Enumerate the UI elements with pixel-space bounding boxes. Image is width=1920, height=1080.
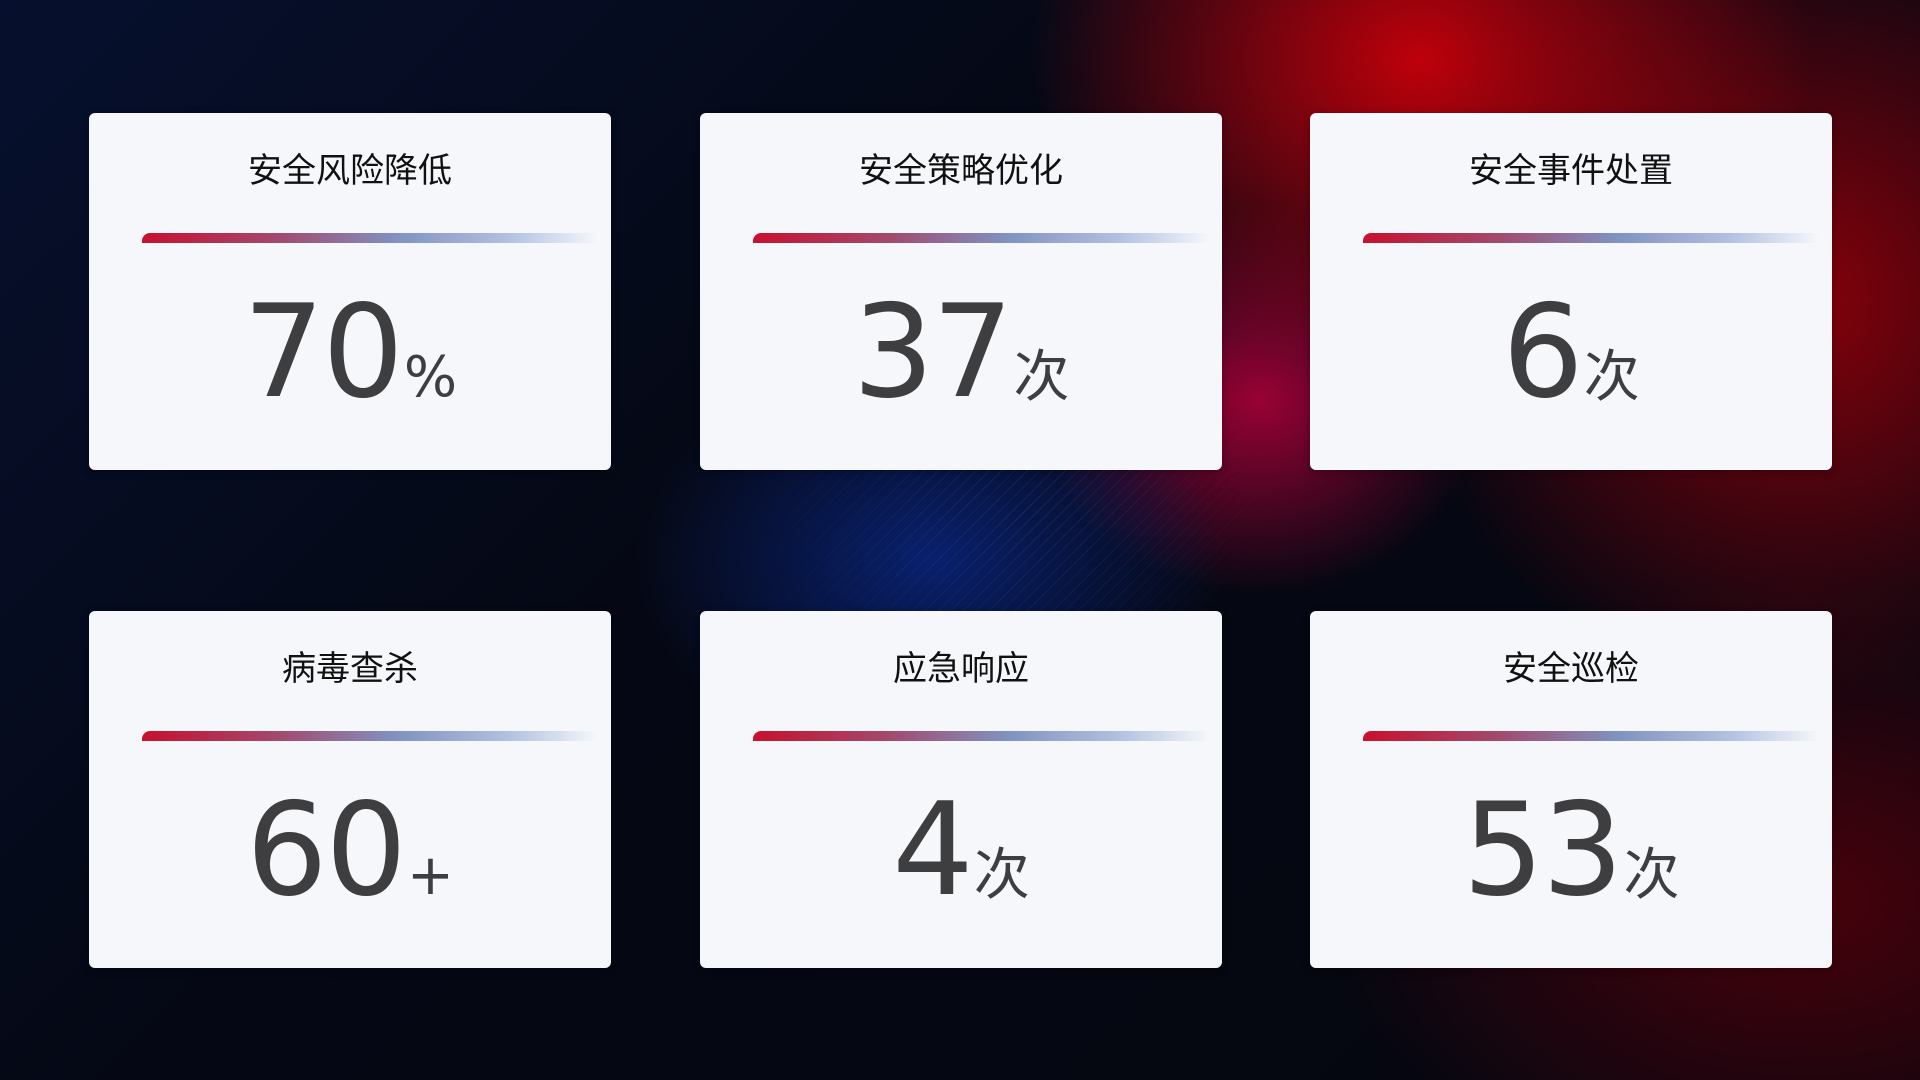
stat-card-virus-removal: 病毒查杀 60+ (89, 611, 611, 968)
card-divider (753, 731, 1209, 741)
value-unit: 次 (1013, 345, 1070, 410)
card-value: 37次 (700, 288, 1222, 418)
value-number: 53 (1462, 776, 1624, 925)
card-title: 安全事件处置 (1469, 151, 1673, 191)
stat-card-emergency-response: 应急响应 4次 (700, 611, 1222, 968)
card-title: 安全风险降低 (248, 151, 452, 191)
value-number: 6 (1502, 278, 1583, 427)
card-title: 病毒查杀 (282, 649, 418, 689)
stat-card-risk-reduction: 安全风险降低 70% (89, 113, 611, 470)
stat-card-incident-handling: 安全事件处置 6次 (1310, 113, 1832, 470)
value-number: 70 (242, 278, 404, 427)
value-unit: + (406, 843, 454, 908)
card-title: 应急响应 (893, 649, 1029, 689)
card-value: 53次 (1310, 786, 1832, 916)
card-divider (1363, 233, 1819, 243)
card-value: 70% (89, 288, 611, 418)
value-number: 4 (892, 776, 973, 925)
card-title: 安全策略优化 (859, 151, 1063, 191)
value-number: 37 (852, 278, 1014, 427)
card-value: 60+ (89, 786, 611, 916)
stat-card-policy-optimization: 安全策略优化 37次 (700, 113, 1222, 470)
card-title: 安全巡检 (1503, 649, 1639, 689)
value-number: 60 (246, 776, 407, 925)
card-value: 6次 (1310, 288, 1832, 418)
value-unit: 次 (973, 843, 1030, 908)
value-unit: % (403, 345, 458, 410)
card-value: 4次 (700, 786, 1222, 916)
card-divider (142, 233, 598, 243)
card-divider (753, 233, 1209, 243)
card-divider (142, 731, 598, 741)
card-divider (1363, 731, 1819, 741)
stat-card-security-inspection: 安全巡检 53次 (1310, 611, 1832, 968)
value-unit: 次 (1583, 345, 1640, 410)
value-unit: 次 (1623, 843, 1680, 908)
